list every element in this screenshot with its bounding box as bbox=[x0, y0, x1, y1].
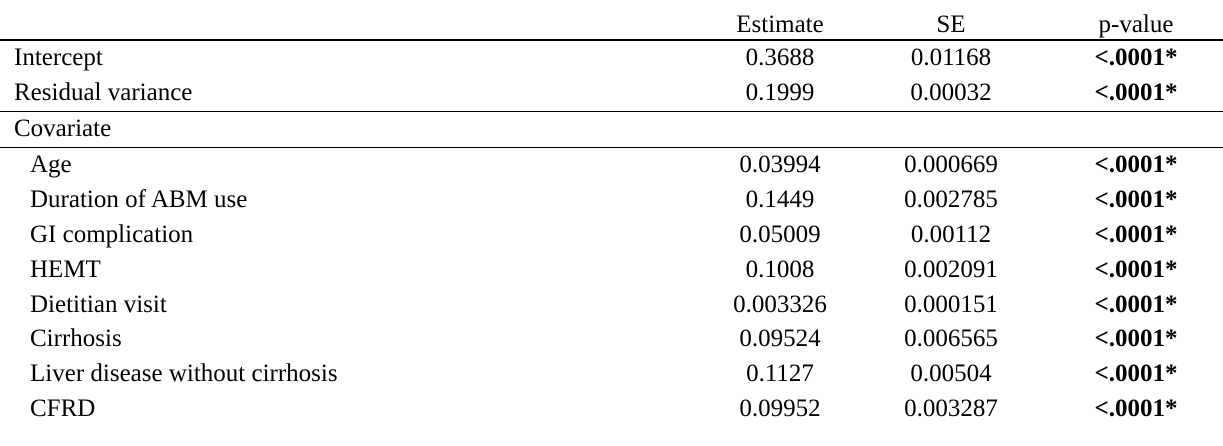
table-row-intercept: Intercept 0.3688 0.01168 <.0001* bbox=[0, 41, 1223, 76]
row-estimate: 0.1449 bbox=[745, 186, 815, 214]
row-se: 0.01168 bbox=[910, 44, 992, 71]
row-estimate: 0.1008 bbox=[745, 255, 815, 283]
row-label: Age bbox=[30, 151, 72, 179]
row-estimate: 0.1127 bbox=[746, 360, 814, 388]
row-label: Liver disease without cirrhosis bbox=[30, 360, 338, 388]
row-estimate: 0.09524 bbox=[739, 325, 821, 353]
section-row-covariate: Covariate bbox=[0, 112, 1223, 147]
row-label: Dietitian visit bbox=[30, 290, 167, 318]
row-se: 0.00504 bbox=[910, 360, 992, 388]
row-pvalue: <.0001* bbox=[1094, 186, 1178, 214]
row-se: 0.000151 bbox=[904, 290, 998, 318]
section-rule-bottom bbox=[0, 146, 1223, 149]
section-rule-top bbox=[0, 110, 1223, 113]
row-label: Residual variance bbox=[14, 78, 193, 106]
row-estimate: 0.09952 bbox=[739, 394, 821, 422]
row-pvalue: <.0001* bbox=[1094, 394, 1178, 422]
row-pvalue: <.0001* bbox=[1094, 78, 1178, 106]
row-pvalue: <.0001* bbox=[1094, 325, 1178, 353]
table-row: Dietitian visit 0.003326 0.000151 <.0001… bbox=[0, 288, 1223, 323]
row-pvalue: <.0001* bbox=[1094, 255, 1178, 283]
table-row: Cirrhosis 0.09524 0.006565 <.0001* bbox=[0, 322, 1223, 357]
row-se: 0.002091 bbox=[904, 255, 998, 283]
row-se: 0.000669 bbox=[904, 151, 998, 179]
header-pvalue: p-value bbox=[1098, 11, 1174, 38]
header-se: SE bbox=[936, 11, 966, 38]
row-estimate: 0.1999 bbox=[745, 78, 815, 106]
row-se: 0.002785 bbox=[904, 186, 998, 214]
row-se: 0.00032 bbox=[910, 78, 992, 106]
table-row: Liver disease without cirrhosis 0.1127 0… bbox=[0, 357, 1223, 392]
row-pvalue: <.0001* bbox=[1094, 44, 1178, 71]
row-label: Duration of ABM use bbox=[30, 186, 248, 214]
table-row: Duration of ABM use 0.1449 0.002785 <.00… bbox=[0, 183, 1223, 218]
section-label: Covariate bbox=[14, 115, 112, 143]
row-estimate: 0.05009 bbox=[739, 220, 821, 248]
row-estimate: 0.003326 bbox=[733, 290, 827, 318]
row-pvalue: <.0001* bbox=[1094, 360, 1178, 388]
row-pvalue: <.0001* bbox=[1094, 290, 1178, 318]
table-row-residual-variance: Residual variance 0.1999 0.00032 <.0001* bbox=[0, 76, 1223, 111]
row-estimate: 0.3688 bbox=[745, 44, 815, 71]
row-label: CFRD bbox=[30, 394, 96, 422]
table-row: GI complication 0.05009 0.00112 <.0001* bbox=[0, 218, 1223, 253]
row-estimate: 0.03994 bbox=[739, 151, 821, 179]
row-pvalue: <.0001* bbox=[1094, 220, 1178, 248]
row-label: Cirrhosis bbox=[30, 325, 122, 353]
row-pvalue: <.0001* bbox=[1094, 151, 1178, 179]
table-row: HEMT 0.1008 0.002091 <.0001* bbox=[0, 253, 1223, 288]
row-se: 0.006565 bbox=[904, 325, 998, 353]
row-se: 0.003287 bbox=[904, 394, 998, 422]
row-label: Intercept bbox=[14, 44, 103, 71]
table-row: CFRD 0.09952 0.003287 <.0001* bbox=[0, 392, 1223, 427]
header-estimate: Estimate bbox=[736, 11, 824, 38]
table-row: Age 0.03994 0.000669 <.0001* bbox=[0, 148, 1223, 183]
row-label: HEMT bbox=[30, 255, 101, 283]
table-header-row: Estimate SE p-value bbox=[0, 0, 1223, 39]
row-se: 0.00112 bbox=[910, 220, 992, 248]
header-rule bbox=[0, 39, 1223, 41]
row-label: GI complication bbox=[30, 220, 194, 248]
